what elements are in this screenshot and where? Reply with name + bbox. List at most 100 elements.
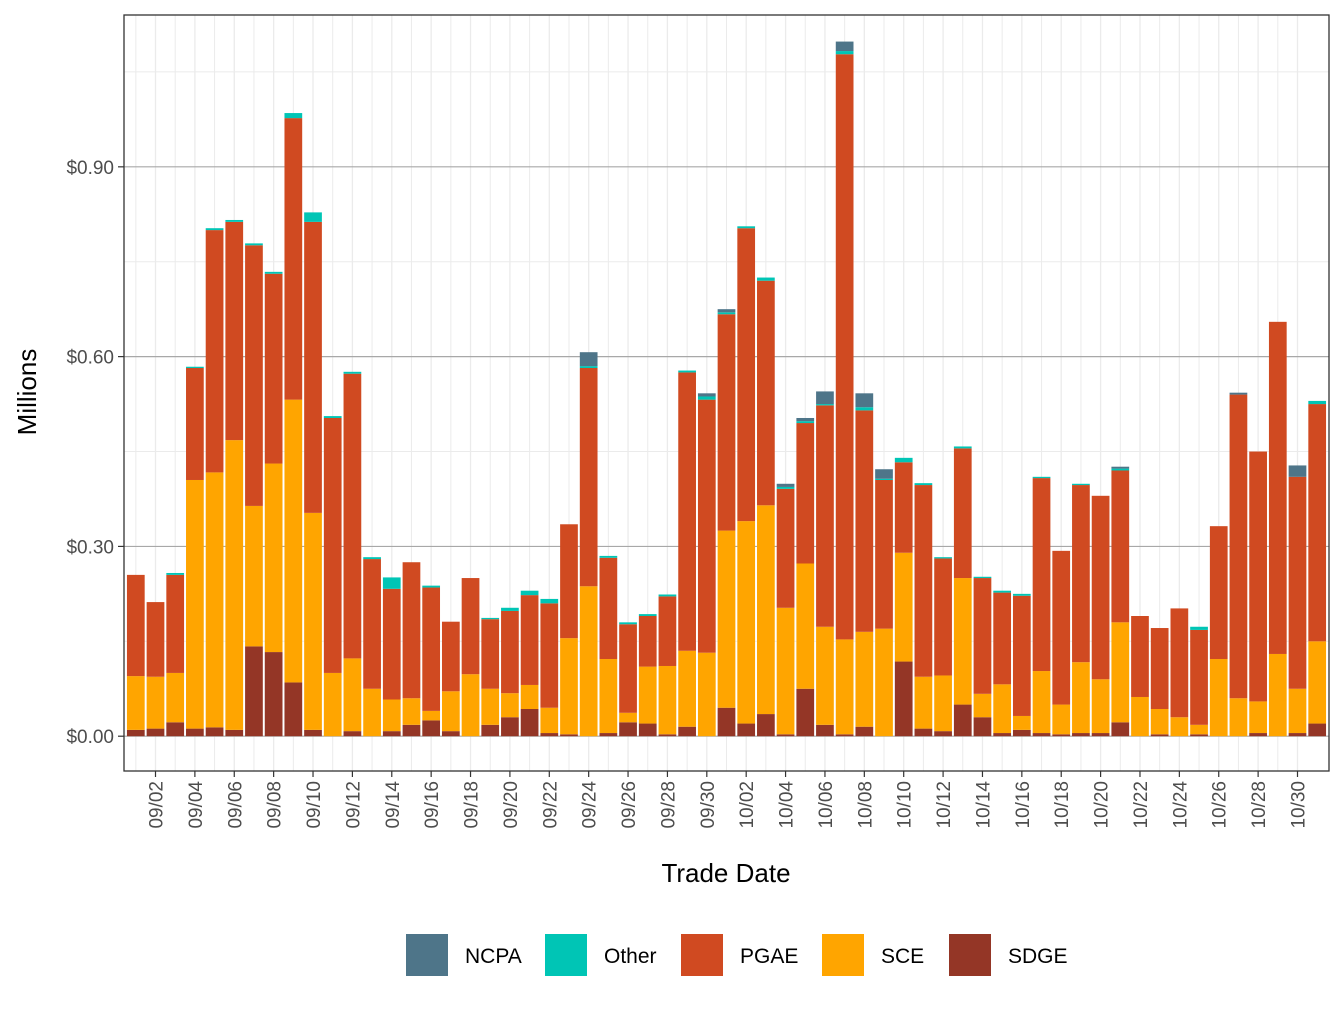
bar-sce-09-03 bbox=[166, 672, 185, 723]
x-tick-label: 10/18 bbox=[1052, 781, 1073, 829]
bar-pgae-09-18 bbox=[461, 578, 480, 675]
bar-sdge-09-09 bbox=[284, 682, 303, 737]
bar-sce-09-19 bbox=[481, 688, 500, 725]
bar-sdge-10-05 bbox=[796, 688, 815, 737]
bar-pgae-09-13 bbox=[363, 559, 381, 689]
bar-sce-09-09 bbox=[284, 399, 303, 683]
bar-sce-09-13 bbox=[363, 688, 381, 737]
bar-pgae-09-25 bbox=[599, 557, 618, 660]
bar-sdge-10-17 bbox=[1032, 733, 1051, 737]
x-tick-label: 09/10 bbox=[304, 781, 325, 829]
bar-sdge-10-25 bbox=[1190, 734, 1208, 737]
bar-sdge-09-25 bbox=[599, 733, 618, 737]
bar-other-09-09 bbox=[284, 113, 303, 119]
bar-sdge-09-08 bbox=[264, 652, 283, 737]
bar-other-09-26 bbox=[619, 622, 637, 625]
bar-pgae-10-28 bbox=[1249, 451, 1267, 702]
bar-sce-09-30 bbox=[697, 652, 716, 737]
bar-ncpa-10-06 bbox=[816, 391, 834, 405]
bar-ncpa-10-30 bbox=[1288, 465, 1307, 477]
bar-sdge-10-16 bbox=[1012, 729, 1031, 737]
x-tick-label: 09/30 bbox=[698, 781, 719, 829]
bar-sce-10-28 bbox=[1249, 701, 1267, 734]
bar-other-09-07 bbox=[245, 243, 263, 246]
bar-sdge-10-11 bbox=[914, 728, 933, 737]
x-tick-label: 09/28 bbox=[658, 781, 679, 829]
bar-sdge-09-02 bbox=[146, 728, 165, 737]
bar-pgae-10-29 bbox=[1268, 321, 1287, 654]
bar-sce-09-21 bbox=[520, 684, 539, 710]
legend-label-sdge: SDGE bbox=[1008, 945, 1068, 968]
bar-sce-10-26 bbox=[1209, 659, 1228, 737]
legend-label-sce: SCE bbox=[881, 945, 924, 968]
legend-label-other: Other bbox=[604, 945, 657, 968]
bar-other-09-03 bbox=[166, 572, 185, 575]
bar-sce-09-01 bbox=[126, 676, 145, 730]
x-tick-label: 10/08 bbox=[855, 781, 876, 829]
bar-sce-10-29 bbox=[1268, 653, 1287, 737]
bar-sdge-09-21 bbox=[520, 709, 539, 737]
bar-sdge-10-28 bbox=[1249, 733, 1267, 737]
bar-other-10-15 bbox=[993, 590, 1012, 593]
bar-sdge-10-03 bbox=[757, 714, 775, 737]
bar-other-09-08 bbox=[264, 271, 283, 274]
y-axis: $0.00 $0.30 $0.60 $0.90 bbox=[66, 158, 124, 748]
bar-sce-10-23 bbox=[1150, 709, 1169, 735]
bar-pgae-09-06 bbox=[225, 221, 244, 441]
bar-pgae-09-14 bbox=[382, 588, 401, 700]
bar-pgae-10-06 bbox=[816, 405, 834, 627]
bar-pgae-09-02 bbox=[146, 602, 165, 677]
bar-sce-09-02 bbox=[146, 676, 165, 729]
bar-sdge-09-12 bbox=[343, 731, 362, 737]
x-tick-label: 09/16 bbox=[422, 781, 443, 829]
legend-label-pgae: PGAE bbox=[740, 945, 798, 968]
bar-pgae-10-03 bbox=[757, 280, 775, 506]
bar-other-09-12 bbox=[343, 371, 362, 374]
bar-ncpa-10-09 bbox=[875, 469, 893, 479]
bar-pgae-10-19 bbox=[1072, 485, 1090, 663]
bar-sce-09-10 bbox=[304, 512, 322, 730]
bar-ncpa-10-27 bbox=[1229, 392, 1248, 395]
x-tick-label: 10/06 bbox=[816, 781, 837, 829]
bar-sdge-10-23 bbox=[1150, 734, 1169, 737]
bar-other-10-31 bbox=[1308, 400, 1327, 405]
bar-other-09-25 bbox=[599, 555, 618, 558]
bars bbox=[126, 41, 1327, 737]
bar-sdge-09-06 bbox=[225, 729, 244, 737]
bar-ncpa-09-30 bbox=[697, 393, 716, 397]
bar-pgae-10-04 bbox=[776, 488, 795, 608]
bar-sdge-10-02 bbox=[737, 723, 756, 737]
x-tick-label: 10/04 bbox=[777, 781, 798, 829]
bar-sdge-09-07 bbox=[245, 646, 263, 737]
bar-sdge-10-21 bbox=[1111, 722, 1130, 737]
bar-sdge-10-04 bbox=[776, 734, 795, 737]
bar-pgae-09-11 bbox=[323, 417, 342, 673]
bar-sce-09-23 bbox=[560, 638, 578, 735]
bar-sce-10-22 bbox=[1131, 696, 1149, 737]
bar-sce-10-06 bbox=[816, 626, 834, 725]
bar-pgae-10-15 bbox=[993, 592, 1012, 685]
legend-swatch-pgae bbox=[681, 934, 723, 976]
bar-other-09-27 bbox=[638, 614, 657, 617]
bar-sdge-09-01 bbox=[126, 729, 145, 737]
bar-sce-10-01 bbox=[717, 530, 736, 708]
bar-sdge-09-15 bbox=[402, 724, 421, 737]
bar-other-10-10 bbox=[894, 457, 913, 463]
bar-sce-09-26 bbox=[619, 712, 637, 723]
bar-ncpa-10-07 bbox=[835, 41, 854, 52]
bar-sce-10-04 bbox=[776, 607, 795, 735]
bar-other-09-10 bbox=[304, 212, 322, 222]
bar-sdge-10-19 bbox=[1072, 733, 1090, 737]
bar-sce-09-17 bbox=[441, 691, 460, 732]
bar-sce-10-27 bbox=[1229, 698, 1248, 737]
bar-other-10-13 bbox=[953, 446, 972, 449]
x-tick-label: 09/20 bbox=[501, 781, 522, 829]
bar-sdge-09-26 bbox=[619, 722, 637, 737]
bar-sce-10-11 bbox=[914, 676, 933, 729]
bar-other-10-05 bbox=[796, 421, 815, 424]
bar-sdge-09-17 bbox=[441, 731, 460, 737]
bar-sdge-09-23 bbox=[560, 734, 578, 737]
x-tick-label: 10/14 bbox=[973, 781, 994, 829]
bar-pgae-09-29 bbox=[678, 372, 696, 651]
